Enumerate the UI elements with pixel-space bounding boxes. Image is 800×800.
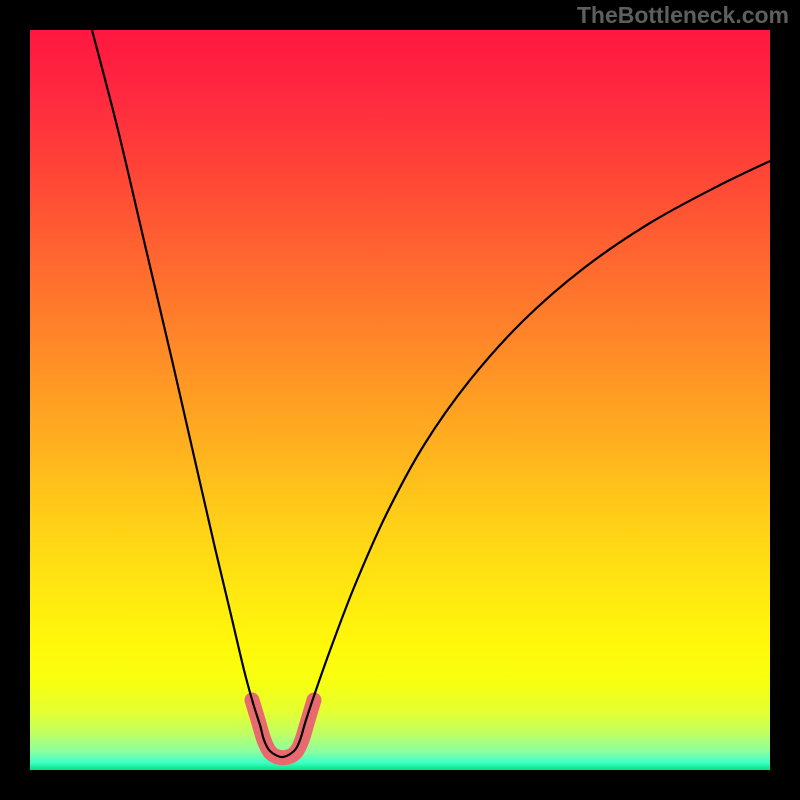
plot-background	[30, 30, 770, 770]
bottleneck-chart	[0, 0, 800, 800]
